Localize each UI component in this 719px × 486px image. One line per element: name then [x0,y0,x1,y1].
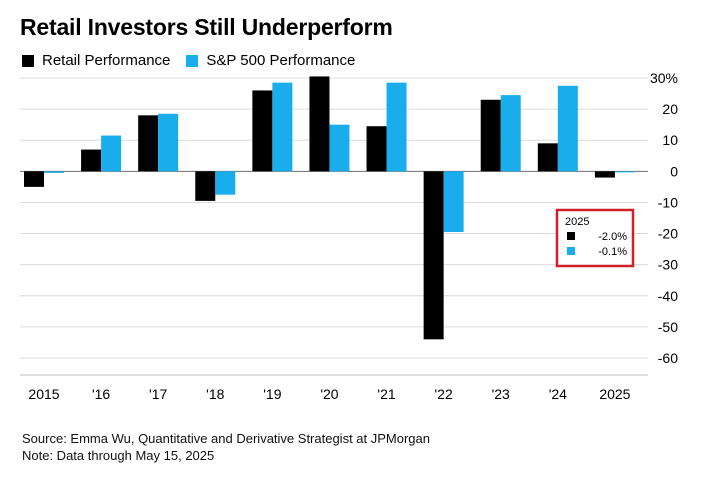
legend-swatch-retail [22,54,34,67]
x-tick-label: '21 [377,386,395,402]
chart-title: Retail Investors Still Underperform [20,14,393,40]
y-tick-label: -60 [658,350,678,366]
y-tick-label: -10 [658,194,678,210]
x-tick-label: '17 [149,386,167,402]
y-tick-label: -50 [658,319,678,335]
legend-swatch-sp500 [186,54,199,67]
x-tick-label: '20 [320,386,338,402]
x-tick-label: '18 [206,386,224,402]
bar-sp500 [158,113,179,172]
legend-item-sp500: S&P 500 Performance [186,52,355,69]
bar-sp500 [329,124,350,172]
y-tick-label: -40 [658,288,678,304]
source-note: Source: Emma Wu, Quantitative and Deriva… [22,431,430,446]
y-tick-label: 30% [650,70,678,86]
footer: Source: Emma Wu, Quantitative and Deriva… [22,430,430,464]
x-tick-label: 2025 [599,386,630,402]
bar-retail [423,171,444,340]
legend-label-retail: Retail Performance [42,52,171,69]
bar-retail [252,90,273,172]
bar-retail [24,171,44,187]
bar-retail [81,149,102,172]
axis-layer: 30% 20 10 0 -10 -20 -30 -40 -50 -60 2015 '16 '17 '18 '… [20,70,678,402]
bar-retail [195,171,216,201]
bar-sp500 [443,171,464,232]
inset-swatch-sp500 [567,247,575,255]
inset-title: 2025 [565,216,589,228]
bar-retail [309,76,330,172]
y-tick-label: 10 [662,132,678,148]
grid-layer [20,77,648,359]
bar-sp500 [44,171,64,173]
bar-retail [138,115,159,172]
x-tick-label: '16 [92,386,110,402]
legend-item-retail: Retail Performance [22,52,170,69]
legend: Retail Performance S&P 500 Performance [22,52,371,69]
bar-sp500 [557,85,578,172]
x-tick-label: '24 [549,386,567,402]
bar-sp500 [500,95,521,172]
x-tick-label: 2015 [28,386,59,402]
bars-layer [24,76,635,340]
y-tick-label: 20 [662,101,678,117]
x-tick-label: '19 [263,386,281,402]
inset-legend: 2025 -2.0% -0.1% [555,208,635,268]
legend-label-sp500: S&P 500 Performance [206,52,356,69]
bar-sp500 [215,171,236,195]
bar-sp500 [101,135,122,172]
x-tick-label: '23 [492,386,510,402]
y-tick-label: 0 [670,163,678,179]
y-tick-label: -30 [658,257,678,273]
inset-swatch-retail [567,232,575,240]
bar-sp500 [614,171,635,173]
inset-value-sp500: -0.1% [598,246,627,258]
bar-retail [537,143,558,172]
bar-retail [594,171,615,178]
bar-retail [366,126,387,172]
x-tick-label: '22 [435,386,453,402]
bar-sp500 [272,82,293,172]
inset-value-retail: -2.0% [598,231,627,243]
data-note: Note: Data through May 15, 2025 [22,448,215,463]
y-tick-label: -20 [658,226,678,242]
bar-sp500 [386,82,407,172]
bar-retail [480,99,501,172]
